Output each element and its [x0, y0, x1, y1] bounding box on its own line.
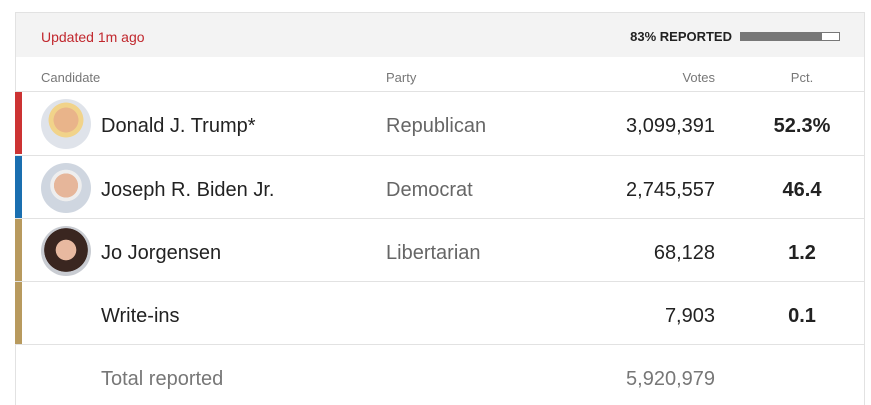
percent: 46.4 — [782, 179, 822, 201]
avatar — [41, 99, 91, 149]
votes: 68,128 — [653, 242, 715, 264]
avatar — [41, 163, 91, 213]
divider — [16, 91, 864, 92]
party: Libertarian — [386, 242, 481, 264]
total-label: Total reported — [101, 368, 224, 390]
total-votes: 5,920,979 — [626, 368, 715, 390]
column-header: Party — [386, 70, 417, 85]
candidate-name: Write-ins — [101, 305, 180, 327]
candidate-name: Joseph R. Biden Jr. — [101, 179, 275, 201]
party: Republican — [386, 115, 487, 137]
party: Democrat — [386, 179, 473, 201]
header-band — [16, 13, 864, 57]
votes: 7,903 — [664, 305, 715, 327]
divider — [16, 218, 864, 219]
reported-bar — [740, 32, 840, 41]
column-header: Candidate — [41, 70, 101, 85]
column-header: Votes — [682, 70, 715, 85]
avatar — [41, 226, 91, 276]
votes: 3,099,391 — [626, 115, 715, 137]
percent: 1.2 — [788, 242, 816, 264]
divider — [16, 344, 864, 345]
party-color — [15, 282, 22, 344]
votes: 2,745,557 — [626, 179, 715, 201]
percent: 52.3% — [773, 115, 831, 137]
party-color — [15, 92, 22, 154]
party-color — [15, 219, 22, 281]
divider — [16, 281, 864, 282]
party-color — [15, 156, 22, 218]
percent: 0.1 — [788, 305, 816, 327]
candidate-name: Jo Jorgensen — [101, 242, 222, 264]
reported-label: 83% REPORTED — [630, 29, 732, 44]
divider — [16, 155, 864, 156]
reported-fill — [741, 33, 823, 40]
candidate-name: Donald J. Trump* — [101, 115, 256, 137]
updated-text: Updated 1m ago — [41, 29, 145, 45]
results-panel — [15, 12, 865, 405]
column-header: Pct. — [790, 70, 814, 85]
